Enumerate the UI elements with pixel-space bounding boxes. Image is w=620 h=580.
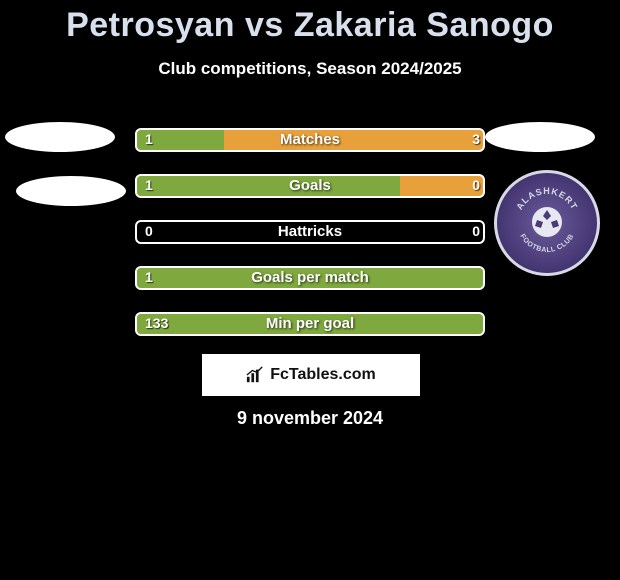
stat-bar: Goals: [135, 174, 485, 198]
brand-text: FcTables.com: [270, 366, 376, 384]
stat-label: Matches: [137, 130, 483, 150]
stat-right-value: 3: [472, 128, 480, 152]
vs-text: vs: [245, 6, 284, 44]
stat-right-value: 0: [472, 174, 480, 198]
stats-bars: Matches13Goals10Hattricks00Goals per mat…: [0, 120, 620, 350]
page-title: Petrosyan vs Zakaria Sanogo: [0, 0, 620, 45]
stat-label: Goals: [137, 176, 483, 196]
stat-row: Min per goal133: [0, 304, 620, 350]
stat-left-value: 1: [145, 128, 153, 152]
player2-name: Zakaria Sanogo: [294, 6, 554, 44]
player1-name: Petrosyan: [66, 6, 235, 44]
subtitle: Club competitions, Season 2024/2025: [0, 59, 620, 79]
stat-right-value: 0: [472, 220, 480, 244]
stat-left-value: 1: [145, 266, 153, 290]
bar-chart-icon: [246, 366, 264, 384]
stat-label: Goals per match: [137, 268, 483, 288]
stat-left-value: 1: [145, 174, 153, 198]
stat-row: Hattricks0 0: [0, 212, 620, 258]
stat-left-value: 133: [145, 312, 168, 336]
comparison-card: Petrosyan vs Zakaria Sanogo Club competi…: [0, 0, 620, 580]
stat-bar: Matches: [135, 128, 485, 152]
brand-banner[interactable]: FcTables.com: [202, 354, 420, 396]
stat-bar: Goals per match: [135, 266, 485, 290]
stat-bar: Min per goal: [135, 312, 485, 336]
date-text: 9 november 2024: [0, 408, 620, 429]
stat-label: Hattricks: [137, 222, 483, 242]
stat-bar: Hattricks: [135, 220, 485, 244]
stat-row: Goals1 0: [0, 166, 620, 212]
stat-row: Goals per match1: [0, 258, 620, 304]
stat-label: Min per goal: [137, 314, 483, 334]
stat-row: Matches1 3: [0, 120, 620, 166]
stat-left-value: 0: [145, 220, 153, 244]
